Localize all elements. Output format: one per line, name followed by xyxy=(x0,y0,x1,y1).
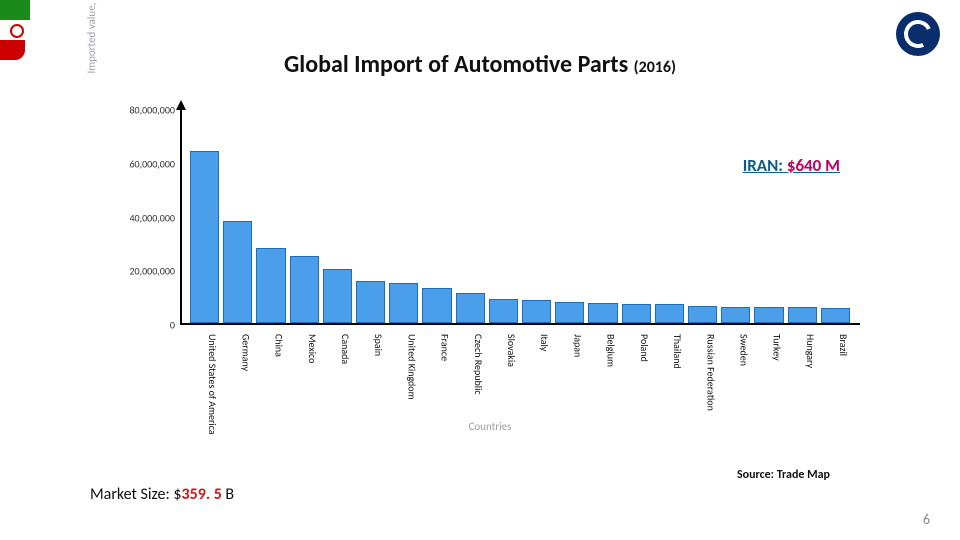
bar xyxy=(456,293,485,323)
market-size-suffix: B xyxy=(222,485,234,504)
y-tick-label: 60,000,000 xyxy=(120,157,175,170)
x-tick-label: Italy xyxy=(522,330,551,435)
bar xyxy=(489,299,518,323)
bar xyxy=(588,303,617,323)
bar xyxy=(522,300,551,323)
x-tick-label: Spain xyxy=(356,330,385,435)
x-tick-label: United Kingdom xyxy=(389,330,418,435)
bar xyxy=(821,308,850,323)
x-axis-title: Countries xyxy=(120,420,860,433)
source-label: Source: Trade Map xyxy=(737,468,830,482)
bar xyxy=(622,304,651,323)
bar xyxy=(688,306,717,323)
title-year: (2016) xyxy=(634,58,676,77)
bar xyxy=(655,304,684,323)
bar xyxy=(555,302,584,324)
bar xyxy=(256,248,285,323)
y-axis-title: Imported value, USD thousand xyxy=(85,0,98,105)
x-tick-label: Turkey xyxy=(754,330,783,435)
y-tick-label: 80,000,000 xyxy=(120,104,175,117)
bar xyxy=(190,151,219,323)
x-tick-label: Poland xyxy=(622,330,651,435)
market-size-label: Market Size: $359. 5 B xyxy=(90,485,234,504)
bar xyxy=(389,283,418,323)
x-tick-label: Hungary xyxy=(788,330,817,435)
y-tick-label: 40,000,000 xyxy=(120,211,175,224)
title-main: Global Import of Automotive Parts xyxy=(284,50,628,79)
x-tick-label: United States of America xyxy=(190,330,219,435)
x-tick-label: Japan xyxy=(555,330,584,435)
bar xyxy=(754,307,783,323)
x-tick-label: China xyxy=(256,330,285,435)
bar xyxy=(422,288,451,323)
iran-annotation-prefix: IRAN: xyxy=(743,155,787,176)
x-tick-label: Czech Republic xyxy=(456,330,485,435)
bar xyxy=(788,307,817,323)
x-tick-label: Sweden xyxy=(721,330,750,435)
bar xyxy=(323,269,352,323)
market-size-value: 359. 5 xyxy=(181,485,221,504)
x-tick-label: Thailand xyxy=(655,330,684,435)
x-tick-label: France xyxy=(422,330,451,435)
slide-title: Global Import of Automotive Parts (2016) xyxy=(0,50,960,79)
x-tick-label: Slovakia xyxy=(489,330,518,435)
y-tick-label: 0 xyxy=(120,319,175,332)
page-number: 6 xyxy=(923,511,930,528)
bar xyxy=(290,256,319,323)
x-tick-label: Mexico xyxy=(290,330,319,435)
x-tick-label: Belgium xyxy=(588,330,617,435)
x-tick-label: Russian Federation xyxy=(688,330,717,435)
market-size-prefix: Market Size: $ xyxy=(90,485,181,504)
x-tick-label: Brazil xyxy=(821,330,850,435)
bar xyxy=(223,221,252,323)
iran-annotation: IRAN: $640 M xyxy=(743,155,840,176)
y-axis-arrow-icon xyxy=(176,100,186,110)
x-tick-label: Germany xyxy=(223,330,252,435)
bar xyxy=(356,281,385,323)
y-tick-label: 20,000,000 xyxy=(120,265,175,278)
x-tick-label: Canada xyxy=(323,330,352,435)
iran-annotation-value: $640 M xyxy=(787,155,840,176)
bar xyxy=(721,307,750,323)
